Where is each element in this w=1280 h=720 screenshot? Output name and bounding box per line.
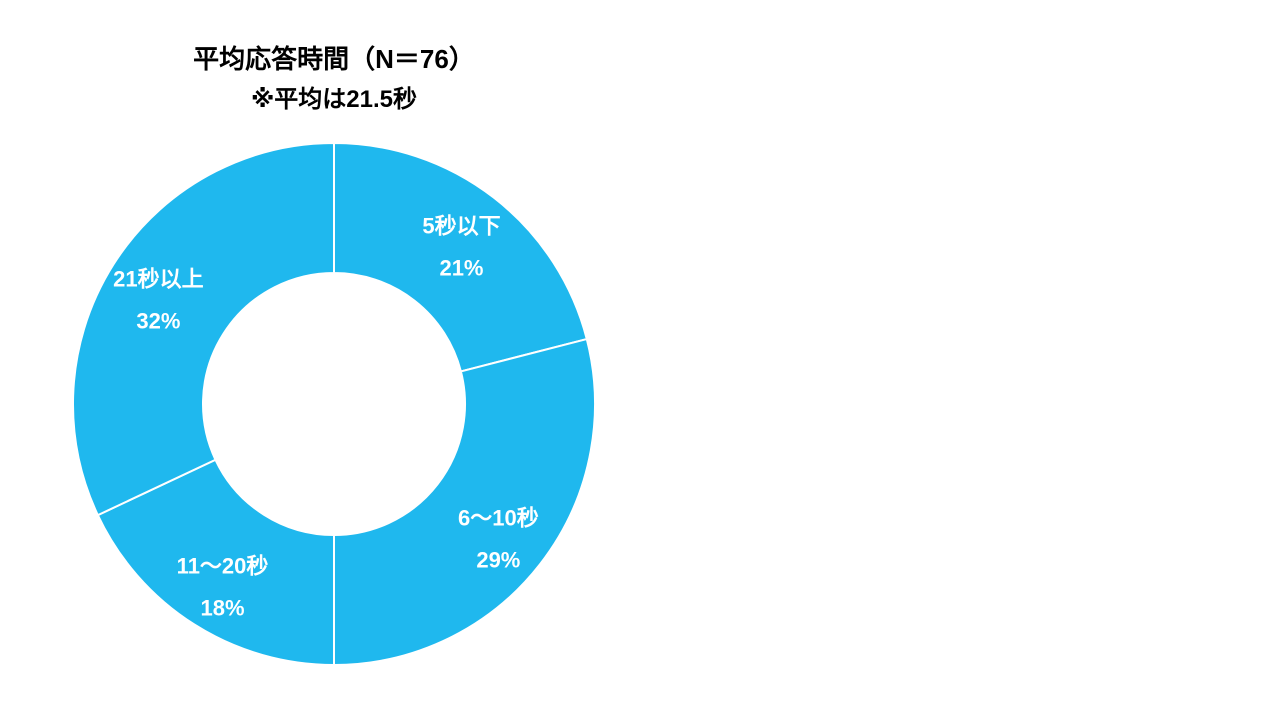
donut-slice	[96, 458, 335, 667]
slice-label-group: 6～10秒 29%	[458, 505, 539, 572]
donut-slice	[72, 141, 335, 517]
slice-category-label: 6～10秒	[458, 505, 539, 530]
donut-slice	[333, 141, 589, 373]
slice-category-label: 11～20秒	[177, 554, 269, 579]
chart-subtitle: ※平均は21.5秒	[250, 86, 418, 113]
slice-label-group: 11～20秒 18%	[177, 554, 269, 621]
slice-value-label: 29%	[476, 547, 520, 572]
chart-title: 平均応答時間（N＝76）	[193, 44, 475, 74]
donut-slice	[333, 337, 596, 667]
slice-label-group: 5秒以下 21%	[422, 214, 500, 281]
slice-category-label: 21秒以上	[113, 267, 203, 292]
slice-value-label: 21%	[439, 256, 483, 281]
slice-value-label: 18%	[201, 596, 245, 621]
slice-value-label: 32%	[136, 309, 180, 334]
slice-label-group: 21秒以上 32%	[113, 267, 203, 334]
slice-category-label: 5秒以下	[422, 214, 500, 239]
